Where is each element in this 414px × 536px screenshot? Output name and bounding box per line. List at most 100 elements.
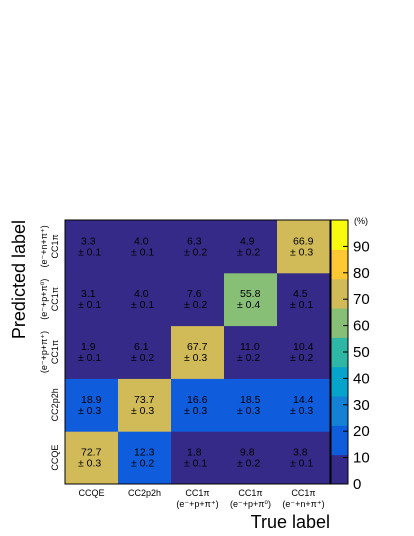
colorbar-unit-label: (%): [354, 216, 368, 226]
cell-error-label: ± 0.3: [237, 405, 260, 417]
cell-error-label: ± 0.1: [290, 299, 313, 311]
matrix-cell: [224, 272, 278, 327]
y-tick-labels: CCQECC2p2hCC1π(e⁻+p+π⁺)CC1π(e⁻+p+π⁰)CC1π…: [39, 225, 60, 470]
matrix-frame: [64, 219, 331, 485]
cell-error-label: ± 0.2: [184, 246, 207, 258]
cell-error-label: ± 0.1: [78, 299, 101, 311]
cell-value-label: 67.7: [187, 341, 208, 353]
colorbar-segment: [331, 454, 348, 485]
x-tick-sublabel: (e⁻+p+π⁰): [230, 499, 271, 509]
matrix-cell: [277, 431, 331, 485]
colorbar-tick-label: 50: [353, 344, 370, 361]
y-tick-label: CC1π: [50, 340, 60, 364]
cell-value-label: 3.8: [293, 447, 308, 459]
colorbar-segment: [331, 278, 348, 309]
matrix-cell: [65, 272, 119, 327]
x-axis-title: True label: [251, 512, 330, 532]
colorbar: 0 10 20 30 40 50 60 70 80 90 (%): [330, 216, 370, 493]
x-tick-label: CC1π: [291, 488, 315, 498]
cell-value-label: 4.0: [134, 288, 149, 300]
cell-error-label: ± 0.3: [131, 405, 154, 417]
colorbar-tick-label: 0: [353, 476, 361, 493]
cell-value-label: 4.5: [293, 288, 308, 300]
cell-error-label: ± 0.4: [237, 299, 260, 311]
y-tick-sublabel: (e⁻+p+π⁰): [39, 279, 49, 320]
matrix-cell: [224, 431, 278, 485]
matrix-cell: [277, 325, 331, 379]
colorbar-segment: [331, 366, 348, 397]
colorbar-segment: [331, 396, 348, 426]
matrix-cell: [277, 378, 331, 432]
cell-value-label: 1.8: [187, 447, 202, 459]
colorbar-tick-label: 90: [353, 238, 370, 255]
cell-value-label: 3.3: [81, 235, 96, 247]
cell-value-label: 18.5: [240, 394, 261, 406]
cell-error-label: ± 0.2: [131, 352, 154, 364]
cell-error-label: ± 0.1: [131, 299, 154, 311]
matrix-cell: [224, 220, 278, 274]
colorbar-segment: [331, 249, 348, 280]
matrix-cell: [171, 220, 225, 274]
cell-value-label: 12.3: [134, 447, 155, 459]
matrix-cell: [224, 325, 278, 379]
cell-error-label: ± 0.1: [78, 246, 101, 258]
matrix-cell: [171, 378, 225, 432]
cell-error-label: ± 0.1: [290, 458, 313, 470]
colorbar-tick-label: 70: [353, 291, 370, 308]
cell-error-label: ± 0.3: [78, 405, 101, 417]
x-tick-label: CCQE: [78, 488, 104, 498]
y-tick-sublabel: (e⁻+p+π⁺): [39, 331, 49, 373]
cell-value-label: 10.4: [293, 341, 314, 353]
cell-value-label: 6.3: [187, 235, 202, 247]
cell-value-label: 6.1: [134, 341, 149, 353]
cell-error-label: ± 0.3: [184, 352, 207, 364]
matrix-cell: [65, 378, 119, 432]
cell-error-label: ± 0.3: [184, 405, 207, 417]
y-tick-label: CCQE: [50, 445, 60, 471]
colorbar-tick-label: 20: [353, 423, 370, 440]
cell-value-label: 7.6: [187, 288, 202, 300]
cell-error-label: ± 0.3: [290, 246, 313, 258]
matrix-cell: [118, 431, 172, 485]
colorbar-segment: [331, 425, 348, 456]
matrix-cell: [171, 431, 225, 485]
matrix-cell: [65, 220, 119, 274]
y-tick-label: CC2p2h: [50, 388, 60, 421]
colorbar-segment: [331, 337, 348, 368]
matrix-cell: [171, 272, 225, 327]
colorbar-tick-label: 80: [353, 265, 370, 282]
cell-error-label: ± 0.1: [131, 246, 154, 258]
colorbar-tick-label: 40: [353, 370, 370, 387]
cell-value-label: 55.8: [240, 288, 261, 300]
colorbar-segment: [331, 308, 348, 338]
cell-value-label: 9.8: [240, 447, 255, 459]
cell-error-label: ± 0.1: [184, 458, 207, 470]
cell-value-label: 14.4: [293, 394, 314, 406]
colorbar-segment: [331, 220, 348, 250]
cell-value-label: 4.0: [134, 235, 149, 247]
colorbar-tick-label: 30: [353, 397, 370, 414]
matrix-cell: [224, 378, 278, 432]
cell-value-label: 11.0: [240, 341, 260, 353]
cell-value-label: 16.6: [187, 394, 208, 406]
x-tick-sublabel: (e⁻+p+π⁺): [176, 499, 218, 509]
cell-value-label: 4.9: [240, 235, 255, 247]
x-tick-label: CC1π: [185, 488, 209, 498]
cell-error-label: ± 0.3: [78, 458, 101, 470]
matrix-cell: [65, 325, 119, 379]
y-tick-label: CC1π: [50, 234, 60, 258]
cell-error-label: ± 0.2: [237, 246, 260, 258]
matrix-cells: 72.7± 0.312.3± 0.21.8± 0.19.8± 0.23.8± 0…: [65, 220, 331, 485]
cell-value-label: 73.7: [134, 394, 155, 406]
matrix-cell: [277, 220, 331, 274]
matrix-cell: [118, 272, 172, 327]
x-tick-label: CC1π: [238, 488, 262, 498]
matrix-cell: [65, 431, 119, 485]
cell-error-label: ± 0.2: [237, 352, 260, 364]
matrix-cell: [118, 378, 172, 432]
cell-error-label: ± 0.2: [290, 352, 313, 364]
y-tick-sublabel: (e⁻+n+π⁺): [39, 225, 49, 267]
cell-error-label: ± 0.2: [184, 299, 207, 311]
cell-value-label: 3.1: [81, 288, 96, 300]
